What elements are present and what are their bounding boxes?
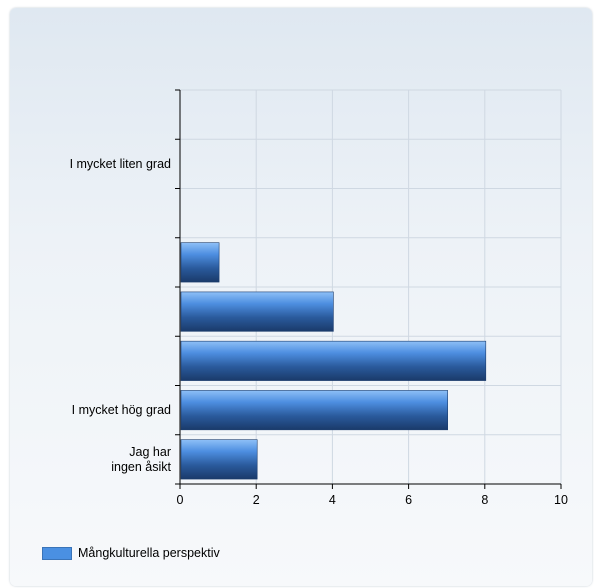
axes <box>175 89 562 489</box>
x-tick-label-1: 2 <box>253 493 260 507</box>
labels: 0 2 4 6 8 10 I mycket liten grad I mycket hög g… <box>70 157 568 507</box>
bar-4 <box>180 340 487 381</box>
x-tick-label-5: 10 <box>554 493 568 507</box>
x-tick-label-2: 4 <box>329 493 336 507</box>
bar-3 <box>180 291 334 332</box>
legend-label: Mångkulturella perspektiv <box>78 546 220 560</box>
bar-6 <box>180 439 258 480</box>
x-tick-label-4: 8 <box>481 493 488 507</box>
bars <box>180 242 487 480</box>
x-tick-label-3: 6 <box>405 493 412 507</box>
x-tick-label-0: 0 <box>177 493 184 507</box>
bar-5 <box>180 390 449 431</box>
legend-swatch <box>42 546 72 560</box>
category-label-6: Jag har ingen åsikt <box>111 445 171 474</box>
category-label-5: I mycket hög grad <box>72 403 171 417</box>
category-label-0: I mycket liten grad <box>70 157 171 171</box>
legend: Mångkulturella perspektiv <box>42 546 220 560</box>
bar-2 <box>180 242 220 283</box>
